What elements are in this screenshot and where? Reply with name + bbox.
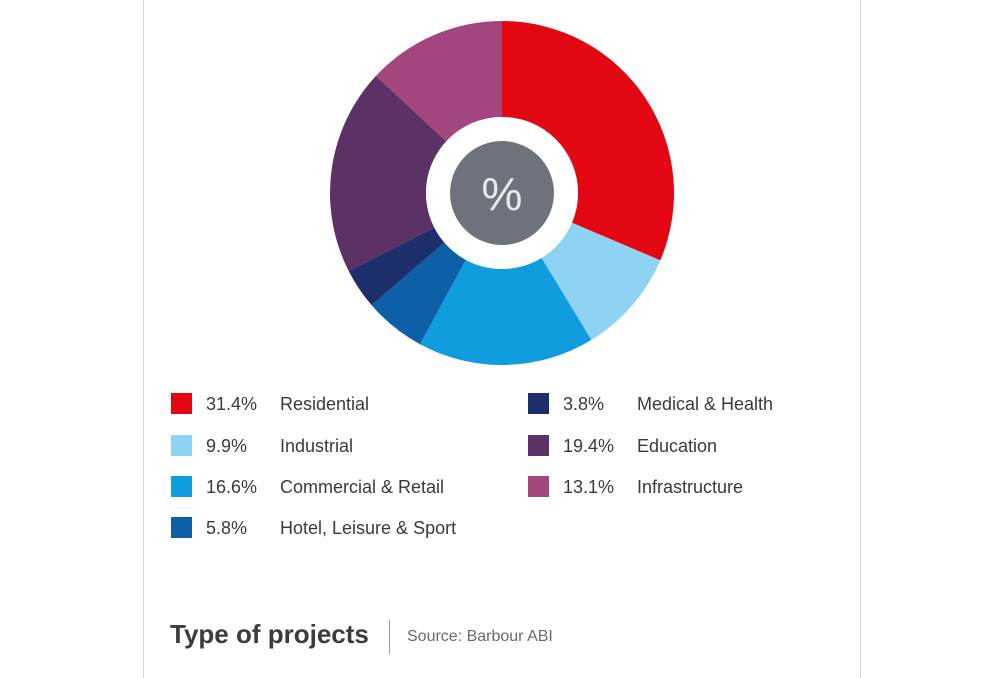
- legend-value: 31.4%: [206, 394, 258, 414]
- title-divider: [389, 620, 390, 654]
- legend-value: 5.8%: [206, 518, 248, 538]
- slice-education: [330, 76, 447, 272]
- legend-value: 13.1%: [563, 477, 615, 497]
- legend-label: Medical & Health: [637, 394, 774, 414]
- legend-label: Infrastructure: [637, 477, 744, 497]
- legend-swatch: [528, 435, 549, 456]
- donut-chart: %: [330, 20, 675, 365]
- chart-card: % 31.4% Residential 9.9% Industrial 16.6…: [143, 0, 861, 678]
- legend-value: 16.6%: [206, 477, 258, 497]
- chart-title: Type of projects: [170, 619, 369, 649]
- legend-swatch: [528, 393, 549, 414]
- slice-residential: [502, 21, 675, 261]
- legend-label: Industrial: [280, 436, 354, 456]
- legend-swatch: [171, 435, 192, 456]
- legend-label: Residential: [280, 394, 370, 414]
- slice-infrastructure: [375, 20, 502, 142]
- legend-swatch: [171, 517, 192, 538]
- legend-label: Hotel, Leisure & Sport: [280, 518, 457, 538]
- legend-label: Commercial & Retail: [280, 477, 445, 497]
- center-badge: [450, 141, 554, 245]
- legend-label: Education: [637, 436, 718, 456]
- legend-swatch: [171, 393, 192, 414]
- source-note: Source: Barbour ABI: [407, 628, 553, 645]
- legend-swatch: [171, 476, 192, 497]
- center-label: %: [482, 168, 523, 220]
- slice-medical-health: [348, 227, 445, 306]
- slice-hotel-leisure-sport: [371, 242, 466, 345]
- legend-value: 3.8%: [563, 394, 605, 414]
- legend-swatch: [528, 476, 549, 497]
- slice-commercial-retail: [420, 257, 592, 365]
- legend-value: 19.4%: [563, 436, 615, 456]
- legend-value: 9.9%: [206, 436, 248, 456]
- slice-industrial: [541, 222, 661, 340]
